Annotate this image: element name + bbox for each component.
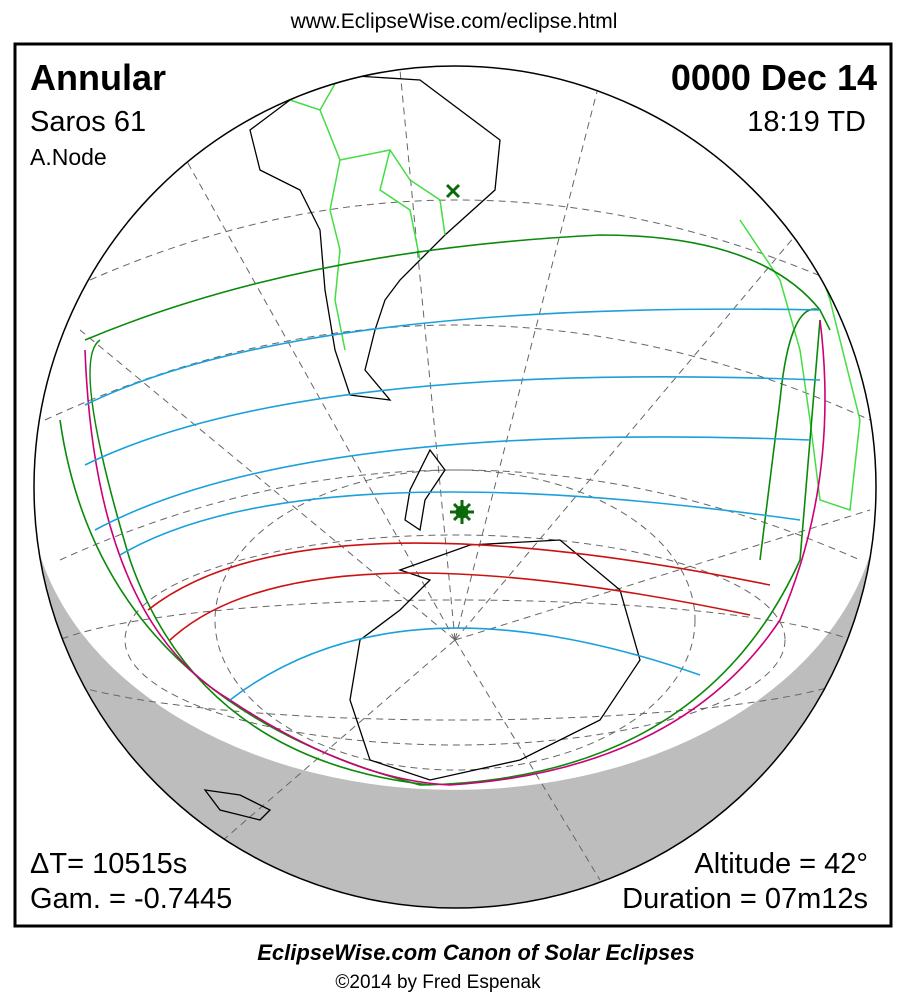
australia <box>203 789 272 821</box>
credit: ©2014 by Fred Espenak <box>335 972 541 993</box>
altitude: Altitude = 42° <box>694 848 868 880</box>
date: 0000 Dec 14 <box>671 57 877 98</box>
antarctic-peninsula <box>404 448 446 532</box>
url: www.EclipseWise.com/eclipse.html <box>290 10 618 33</box>
duration: Duration = 07m12s <box>622 883 868 915</box>
graticule <box>34 69 876 881</box>
max-eclipse <box>445 183 474 524</box>
globe-edge <box>33 65 877 909</box>
globe <box>34 66 876 908</box>
delta-t: ΔT= 10515s <box>30 848 187 880</box>
eclipse-type: Annular <box>30 57 166 98</box>
borders <box>289 74 446 351</box>
time: 18:19 TD <box>747 106 866 138</box>
footer-title: EclipseWise.com Canon of Solar Eclipses <box>257 940 695 965</box>
gamma: Gam. = -0.7445 <box>30 883 232 915</box>
south-america <box>249 74 501 401</box>
antarctica <box>349 539 641 781</box>
node: A.Node <box>30 144 107 170</box>
saros: Saros 61 <box>30 106 146 138</box>
eclipse-curves <box>59 234 831 786</box>
frame <box>13 42 893 928</box>
